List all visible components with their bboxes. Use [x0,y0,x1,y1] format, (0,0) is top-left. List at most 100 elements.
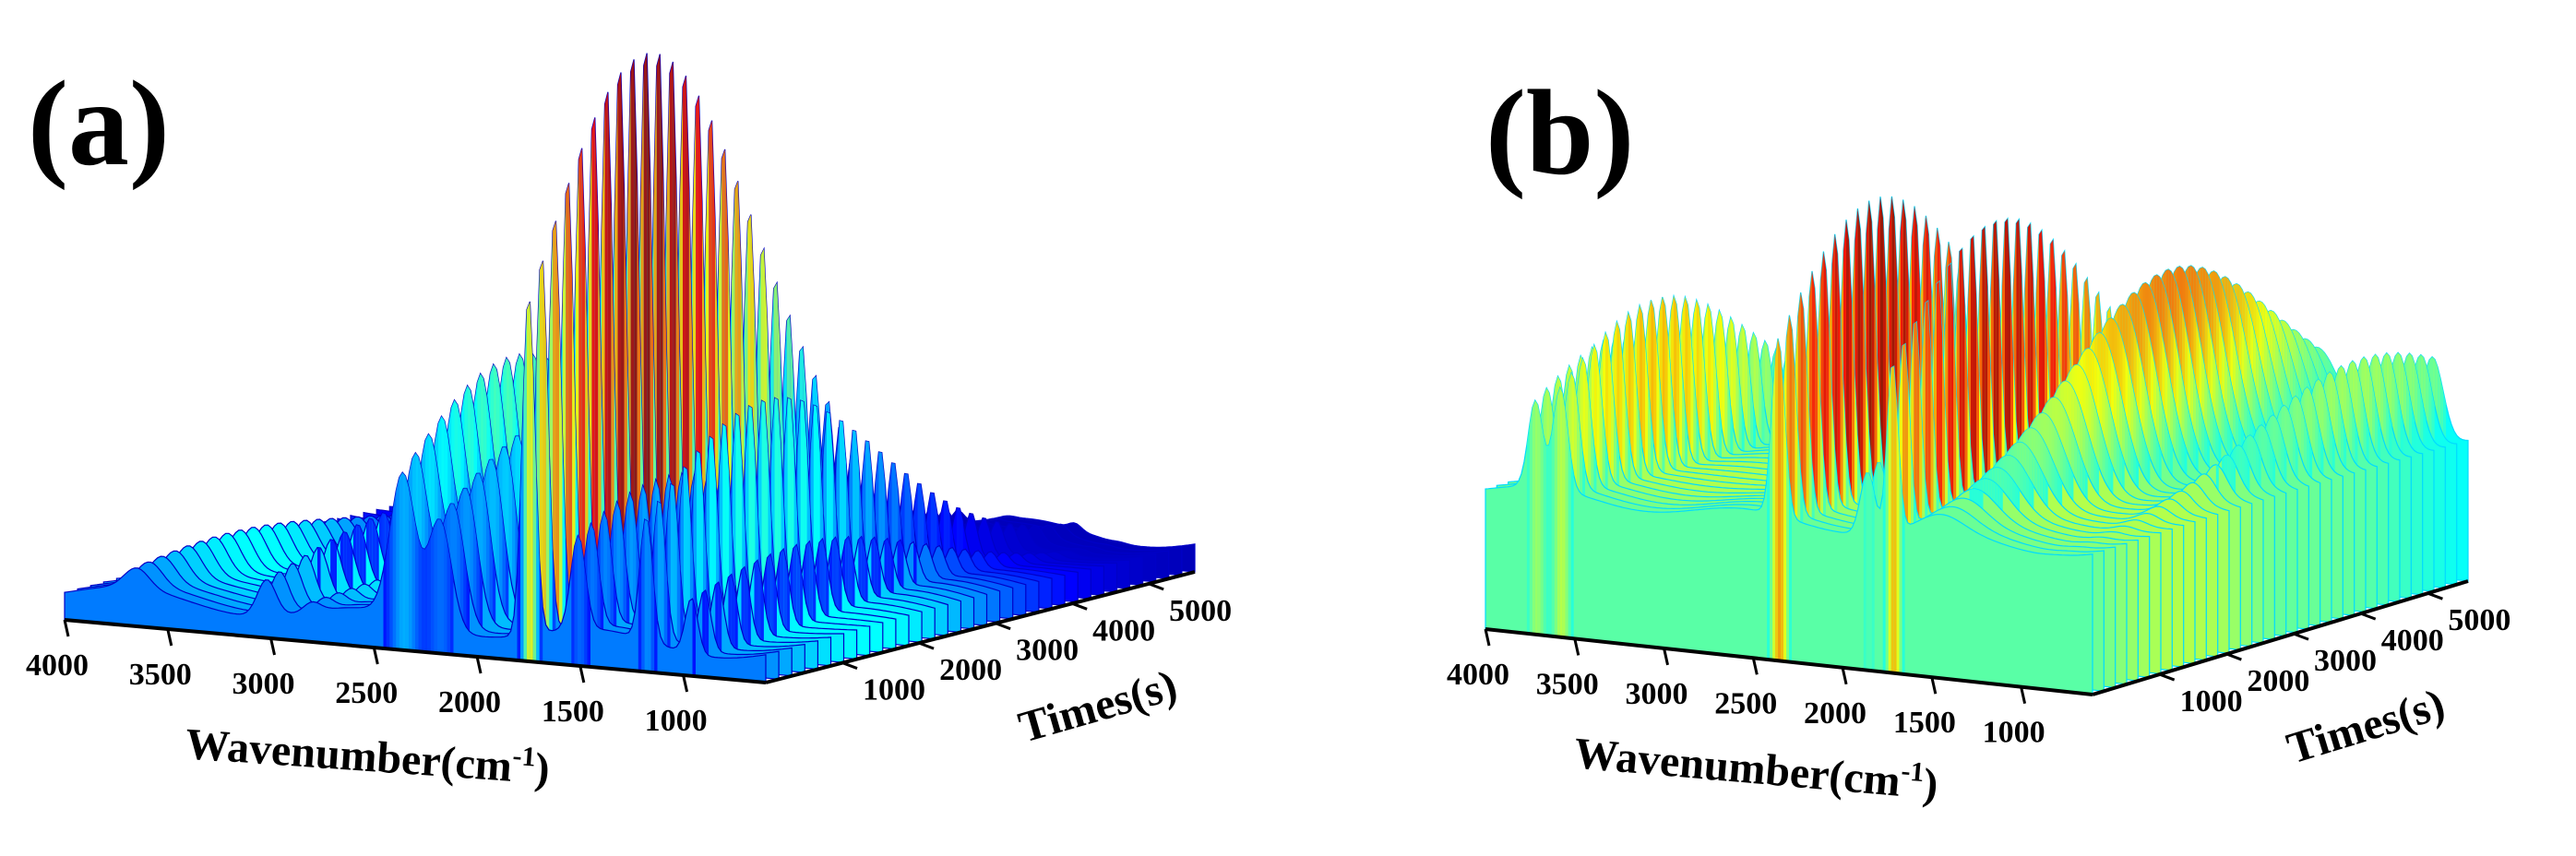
surface-peak-segment [517,495,520,660]
surface-peak-segment [1885,407,1889,672]
y-tick-label: 3000 [1016,634,1079,668]
surface-peak-segment [621,72,625,638]
surface-peak-segment [591,117,595,645]
x-tick-label: 3500 [1536,667,1599,701]
surface-peak-segment [444,527,447,654]
x-tick-group: 4000 3500 3000 2500 2000 1500 1000 [1447,628,2045,750]
x-tick-mark [63,619,70,637]
surface-peak-segment [409,488,412,651]
y-axis-line [2092,579,2469,696]
surface-peak-segment [584,562,588,667]
surface-peak-segment [440,519,445,654]
surface-peak-segment [1868,473,1872,671]
surface-peak-segment [559,307,563,656]
surface-peak-segment [1534,400,1538,635]
surface-peak-segment [536,476,540,662]
surface-peak-segment [643,53,648,632]
surface-peak-segment [1565,410,1568,638]
surface-peak-segment [1545,445,1549,636]
surface-peak-segment [644,519,649,672]
x-tick-mark [269,637,276,656]
surface-peak-segment [383,552,387,648]
x-tick-mark [1930,676,1938,695]
surface-peak-segment [731,574,735,666]
x-tick-label: 2000 [438,685,501,719]
surface-peak-segment [638,545,642,672]
surface-peak-segment [571,546,575,666]
surface-peak-segment [415,523,419,651]
surface-peak-segment [1537,404,1541,636]
surface-peak-segment [532,373,537,662]
x-tick-label: 3000 [233,667,295,701]
surface-peak-segment [647,53,650,632]
surface-peak-segment [1767,444,1771,660]
surface-peak-segment [568,183,573,652]
surface-peak-segment [447,541,450,655]
surface-peak-segment [1770,399,1773,660]
surface-peak-segment [1529,408,1532,635]
surface-peak-segment [1562,393,1566,637]
surface-peak-segment [673,62,676,625]
x-tick-mark [1841,667,1848,685]
surface-peak-segment [555,220,559,655]
panel-b: 4000 3500 3000 2500 2000 1500 1000 10002000300… [1447,65,2510,809]
x-tick-label: 1000 [645,704,708,738]
y-tick-label: 1000 [2180,684,2243,719]
surface-peak-segment [539,560,543,663]
x-tick-label: 1500 [1893,706,1956,740]
surface-peak-segment [607,91,612,642]
surface-peak-segment [543,260,546,659]
surface-peak-segment [418,538,422,652]
y-tick-mark [995,622,1011,631]
panel-label: (b) [1485,65,1634,200]
surface-peak-segment [1556,387,1560,637]
surface-peak-segment [641,519,645,672]
surface-peak-segment [1570,458,1574,638]
surface-peak-segment [1896,402,1900,674]
y-tick-mark [841,661,858,670]
surface-peak-segment [1899,454,1902,674]
surface-peak-segment [734,588,738,667]
x-tick-mark [166,628,173,647]
surface-peak-segment [654,589,658,673]
surface-peak-segment [663,536,668,670]
surface-peak-segment [1871,482,1875,672]
surface-peak-segment [540,260,543,659]
surface-peak-segment [1778,338,1781,661]
x-tick-mark [1484,628,1491,647]
surface-peak-segment [411,505,415,651]
surface-peak-segment [660,54,663,628]
panel-label: (a) [28,55,170,191]
surface-peak-segment [773,568,777,657]
surface-peak-segment [581,148,586,648]
surface-peak-segment [757,560,761,660]
x-tick-label: 4000 [1447,658,1509,692]
surface-peak-segment [386,530,390,649]
y-tick-mark [2360,612,2377,621]
surface-peak-segment [399,472,403,650]
y-tick-mark [2427,591,2443,600]
surface-peak-segment [450,559,454,655]
surface-peak-segment [587,587,590,667]
surface-peak-segment [566,183,569,651]
surface-peak-segment [1866,472,1869,671]
surface-peak-segment [594,117,599,645]
surface-peak-segment [578,535,581,666]
x-tick-label: 1500 [542,695,604,729]
surface-peak-segment [389,509,393,649]
surface-peak-segment [405,476,410,651]
y-tick-label: 5000 [2448,603,2510,637]
x-tick-mark [1751,657,1759,675]
surface-peak-segment [1890,366,1894,673]
surface-peak-segment [427,535,432,653]
surface-peak-segment [1775,338,1778,660]
y-axis-title: Times(s) [1013,660,1182,752]
y-tick-mark [2225,652,2242,661]
y-tick-label: 2000 [2247,664,2309,698]
surface-peak-segment [1772,357,1775,660]
surface-peak-segment [1781,351,1783,661]
surface-peak-segment [1888,367,1891,673]
surface-peak-segment [434,519,438,653]
surface-peak-segment [437,519,441,654]
